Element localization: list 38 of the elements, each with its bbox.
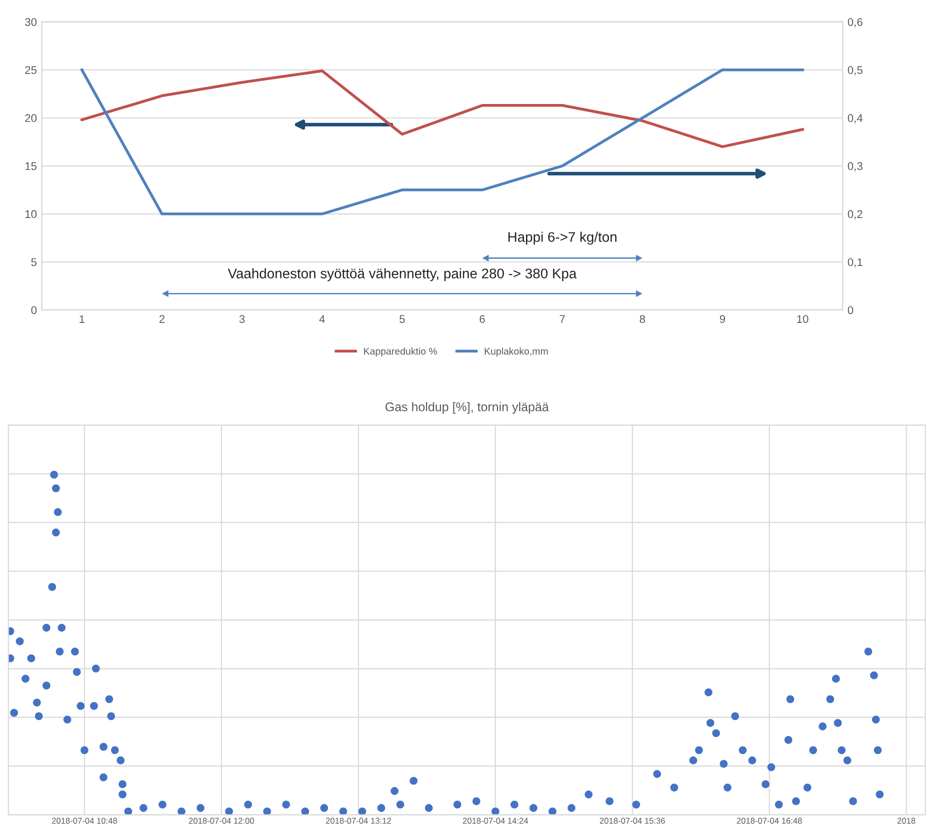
x-tick-label: 5 [400, 315, 405, 323]
x-tick-label: 2018-07-04 10:48 [52, 818, 118, 824]
x-tick-label: 2018-07-04 14:24 [462, 818, 528, 824]
x-tick-label: 8 [640, 315, 646, 323]
legend-label: Kappareduktio % [364, 348, 438, 357]
y2-tick-label: 0,2 [848, 210, 862, 220]
x-tick-label: 3 [239, 315, 245, 323]
y2-tick-label: 0,4 [848, 114, 863, 124]
x-tick-label: 2018-07-04 13:12 [326, 818, 391, 824]
x-tick-label: 9 [720, 315, 726, 323]
legend-label: Kuplakoko,mm [484, 348, 548, 357]
x-tick-label: 2018 [897, 818, 916, 824]
line-series [80, 68, 804, 216]
y-tick-label: 0 [31, 306, 37, 314]
y-tick-label: 5 [31, 258, 37, 266]
x-tick-label: 4 [319, 315, 325, 323]
y-tick-label: 15 [25, 162, 37, 170]
annotation: Vaahdoneston syöttöä vähennetty, paine 280 -> 380 Kpa [228, 268, 577, 282]
y2-tick-label: 0,5 [848, 66, 862, 76]
x-tick-label: 7 [560, 315, 565, 323]
y-tick-label: 30 [25, 18, 37, 26]
annotation: Happi 6->7 kg/ton [508, 232, 616, 245]
x-tick-label: 2 [159, 315, 164, 323]
y2-tick-label: 0 [848, 306, 854, 314]
x-tick-label: 6 [480, 315, 485, 323]
x-tick-label: 2018-07-04 12:00 [188, 818, 254, 824]
x-tick-label: 2018-07-04 15:36 [600, 818, 665, 824]
y-tick-label: 20 [25, 114, 37, 122]
x-tick-label: 10 [797, 315, 808, 323]
y2-tick-label: 0,3 [848, 162, 862, 172]
y2-tick-label: 0,1 [848, 258, 862, 268]
y-tick-label: 10 [25, 210, 37, 218]
y-tick-label: 25 [25, 66, 37, 74]
line-series [80, 69, 804, 148]
chart-title: Gas holdup [%], tornin yläpää [386, 402, 549, 414]
y2-tick-label: 0,6 [848, 18, 862, 28]
x-tick-label: 2018-07-04 16:48 [736, 818, 802, 824]
x-tick-label: 1 [80, 315, 84, 323]
